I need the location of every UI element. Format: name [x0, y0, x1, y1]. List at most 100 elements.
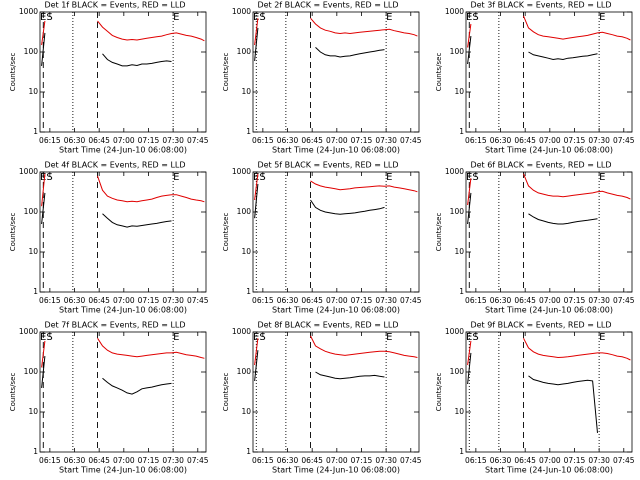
x-tick-label: 06:45 — [301, 456, 323, 465]
x-tick-label: 07:30 — [162, 136, 184, 145]
series-line — [41, 337, 205, 368]
y-tick-label: 1000 — [232, 7, 251, 16]
y-tick-label: 100 — [450, 47, 465, 56]
x-axis-label: Start Time (24-Jun-10 06:08:00) — [272, 146, 400, 155]
annotation: E — [386, 12, 392, 23]
y-tick-label: 1 — [246, 127, 251, 136]
chart-title: Det 5f BLACK = Events, RED = LLD — [257, 161, 398, 170]
y-tick-label: 100 — [237, 367, 252, 376]
annotation: ES — [40, 12, 53, 23]
x-tick-label: 06:30 — [490, 296, 512, 305]
x-tick-label: 07:15 — [138, 296, 160, 305]
series-line — [467, 337, 631, 366]
y-tick-label: 1000 — [19, 7, 38, 16]
x-tick-label: 07:30 — [588, 136, 610, 145]
x-tick-label: 07:30 — [375, 296, 397, 305]
annotation: ES — [466, 332, 479, 343]
x-tick-label: 06:30 — [490, 136, 512, 145]
x-tick-label: 06:15 — [465, 456, 487, 465]
x-axis-label: Start Time (24-Jun-10 06:08:00) — [485, 466, 613, 475]
chart-title: Det 2f BLACK = Events, RED = LLD — [257, 1, 398, 10]
x-tick-label: 06:30 — [277, 296, 299, 305]
y-tick-label: 1000 — [232, 167, 251, 176]
x-tick-label: 06:30 — [64, 136, 86, 145]
x-tick-label: 07:45 — [400, 296, 422, 305]
x-axis-label: Start Time (24-Jun-10 06:08:00) — [272, 466, 400, 475]
x-tick-label: 07:45 — [613, 136, 635, 145]
x-axis-label: Start Time (24-Jun-10 06:08:00) — [59, 466, 187, 475]
x-tick-label: 07:30 — [375, 136, 397, 145]
annotation: E — [173, 172, 179, 183]
y-tick-label: 100 — [24, 367, 39, 376]
x-tick-label: 07:30 — [375, 456, 397, 465]
x-tick-label: 07:00 — [326, 136, 348, 145]
y-tick-label: 10 — [28, 87, 38, 96]
y-tick-label: 1000 — [445, 167, 464, 176]
x-tick-label: 07:00 — [326, 296, 348, 305]
y-tick-label: 1 — [33, 447, 38, 456]
x-tick-label: 07:45 — [613, 296, 635, 305]
x-tick-label: 06:45 — [88, 136, 110, 145]
y-tick-label: 1 — [459, 287, 464, 296]
y-tick-label: 1 — [459, 447, 464, 456]
y-axis-label: Counts/sec — [435, 213, 443, 252]
x-tick-label: 06:15 — [465, 296, 487, 305]
chart-title: Det 7f BLACK = Events, RED = LLD — [44, 321, 185, 330]
x-tick-label: 07:00 — [539, 296, 561, 305]
annotation: ES — [466, 172, 479, 183]
x-tick-label: 06:30 — [277, 136, 299, 145]
x-axis-label: Start Time (24-Jun-10 06:08:00) — [272, 306, 400, 315]
series-line — [41, 173, 205, 207]
annotation: ES — [253, 12, 266, 23]
x-tick-label: 06:30 — [64, 456, 86, 465]
y-axis-label: Counts/sec — [222, 373, 230, 412]
x-tick-label: 07:00 — [539, 456, 561, 465]
x-axis-label: Start Time (24-Jun-10 06:08:00) — [59, 306, 187, 315]
x-tick-label: 06:45 — [88, 456, 110, 465]
plot-frame — [39, 11, 207, 133]
y-tick-label: 1000 — [232, 327, 251, 336]
x-tick-label: 07:15 — [351, 296, 373, 305]
series-line — [254, 17, 418, 46]
y-axis-label: Counts/sec — [222, 53, 230, 92]
annotation: E — [599, 12, 605, 23]
y-tick-label: 1000 — [445, 7, 464, 16]
x-tick-label: 07:45 — [400, 456, 422, 465]
y-tick-label: 100 — [237, 207, 252, 216]
x-tick-label: 07:15 — [351, 456, 373, 465]
x-tick-label: 06:45 — [88, 296, 110, 305]
series-line — [254, 183, 385, 219]
x-tick-label: 07:15 — [564, 456, 586, 465]
y-axis-label: Counts/sec — [222, 213, 230, 252]
y-tick-label: 10 — [454, 407, 464, 416]
series-line — [254, 173, 418, 201]
x-tick-label: 07:15 — [351, 136, 373, 145]
x-tick-label: 06:30 — [277, 456, 299, 465]
x-tick-label: 06:45 — [514, 136, 536, 145]
x-tick-label: 07:00 — [326, 456, 348, 465]
x-tick-label: 07:45 — [400, 136, 422, 145]
series-line — [467, 173, 631, 206]
annotation: ES — [466, 12, 479, 23]
x-tick-label: 07:15 — [564, 296, 586, 305]
x-axis-label: Start Time (24-Jun-10 06:08:00) — [485, 146, 613, 155]
annotation: E — [599, 332, 605, 343]
annotation: ES — [40, 172, 53, 183]
y-tick-label: 10 — [28, 247, 38, 256]
x-tick-label: 06:15 — [252, 456, 274, 465]
x-tick-label: 06:15 — [252, 136, 274, 145]
series-line — [41, 356, 172, 395]
y-tick-label: 1 — [246, 287, 251, 296]
plot-frame — [252, 171, 420, 293]
y-tick-label: 1 — [459, 127, 464, 136]
x-tick-label: 06:45 — [514, 296, 536, 305]
y-tick-label: 1 — [33, 287, 38, 296]
chart-title: Det 6f BLACK = Events, RED = LLD — [470, 161, 611, 170]
annotation: ES — [253, 332, 266, 343]
annotation: E — [173, 12, 179, 23]
x-tick-label: 06:15 — [39, 136, 61, 145]
y-axis-label: Counts/sec — [9, 373, 17, 412]
y-tick-label: 100 — [450, 367, 465, 376]
y-tick-label: 100 — [24, 207, 39, 216]
